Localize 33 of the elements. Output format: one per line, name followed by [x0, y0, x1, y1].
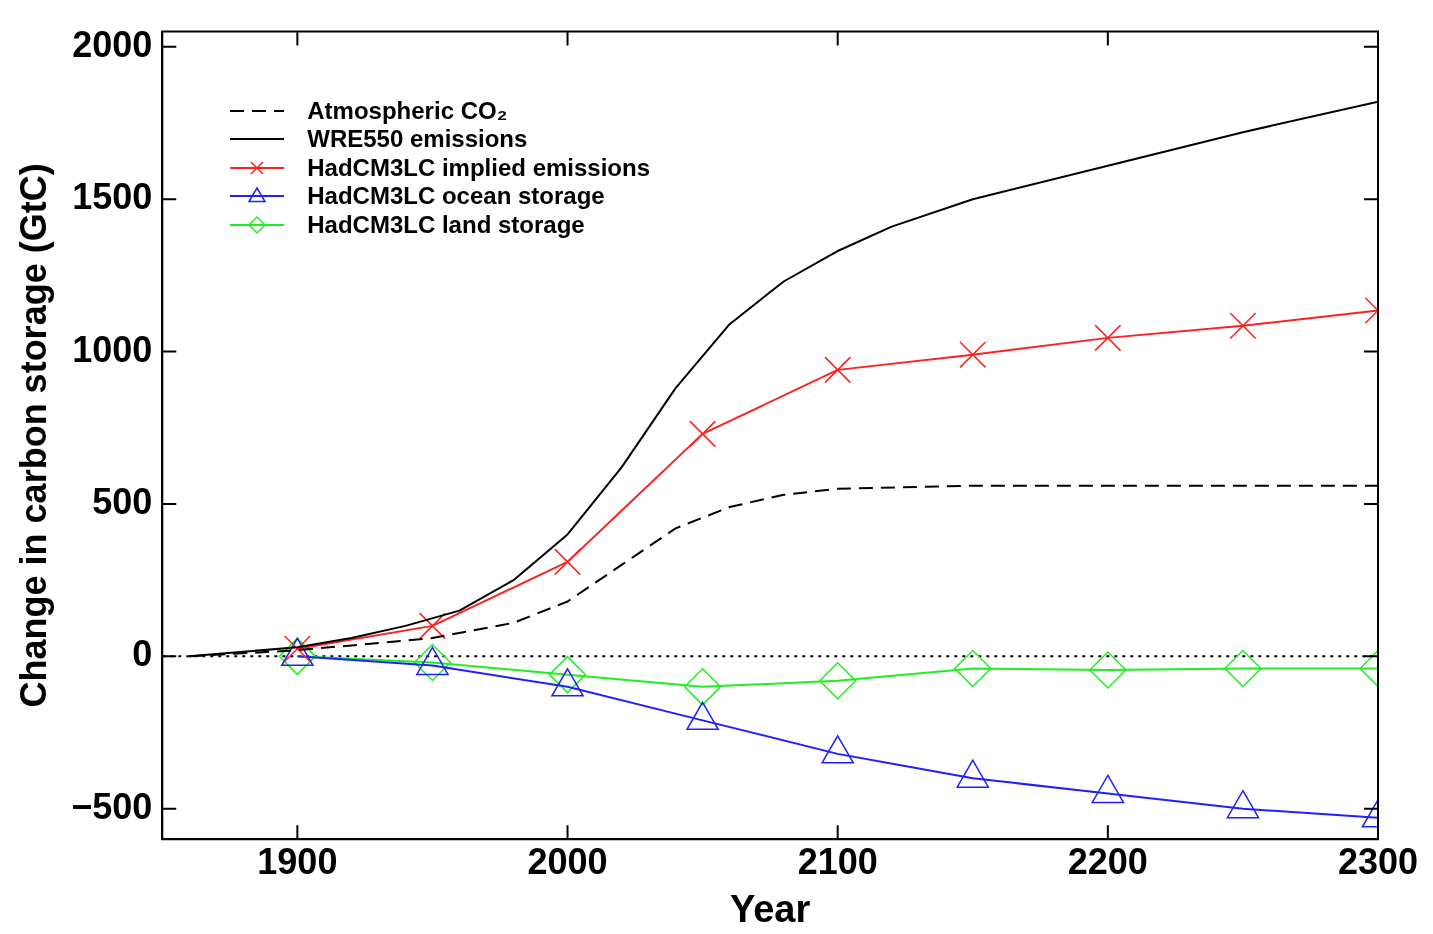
point	[278, 637, 317, 676]
y-tick-label: 1500	[72, 176, 153, 218]
legend-label: HadCM3LC land storage	[307, 210, 585, 239]
point	[824, 356, 852, 384]
legend-label: HadCM3LC ocean storage	[307, 182, 605, 211]
point	[959, 341, 987, 369]
y-tick-label: 500	[92, 480, 153, 522]
legend-label: Atmospheric CO₂	[307, 96, 508, 125]
y-tick-label: 1000	[72, 328, 153, 370]
y-tick-label: −500	[71, 785, 153, 827]
point	[1224, 649, 1262, 688]
point	[1229, 312, 1257, 340]
legend-label: WRE550 emissions	[307, 125, 528, 154]
x-tick-label: 2100	[797, 840, 878, 882]
x-axis-title: Year	[729, 887, 811, 930]
legend-label: HadCM3LC implied emissions	[307, 153, 651, 182]
y-axis-title: Change in carbon storage (GtC)	[12, 163, 54, 708]
point	[413, 643, 452, 682]
point	[818, 661, 857, 700]
point	[554, 548, 581, 576]
x-tick-label: 2000	[527, 840, 608, 882]
x-tick-label: 1900	[257, 840, 338, 882]
point	[548, 655, 587, 694]
point	[689, 420, 717, 448]
point	[683, 668, 722, 706]
point	[954, 649, 992, 688]
y-tick-label: 2000	[72, 23, 153, 65]
y-tick-label: 0	[132, 633, 153, 675]
point	[1094, 324, 1122, 352]
x-tick-label: 2300	[1337, 840, 1419, 882]
x-tick-label: 2200	[1067, 840, 1148, 882]
point	[418, 612, 446, 640]
point	[1089, 651, 1127, 689]
